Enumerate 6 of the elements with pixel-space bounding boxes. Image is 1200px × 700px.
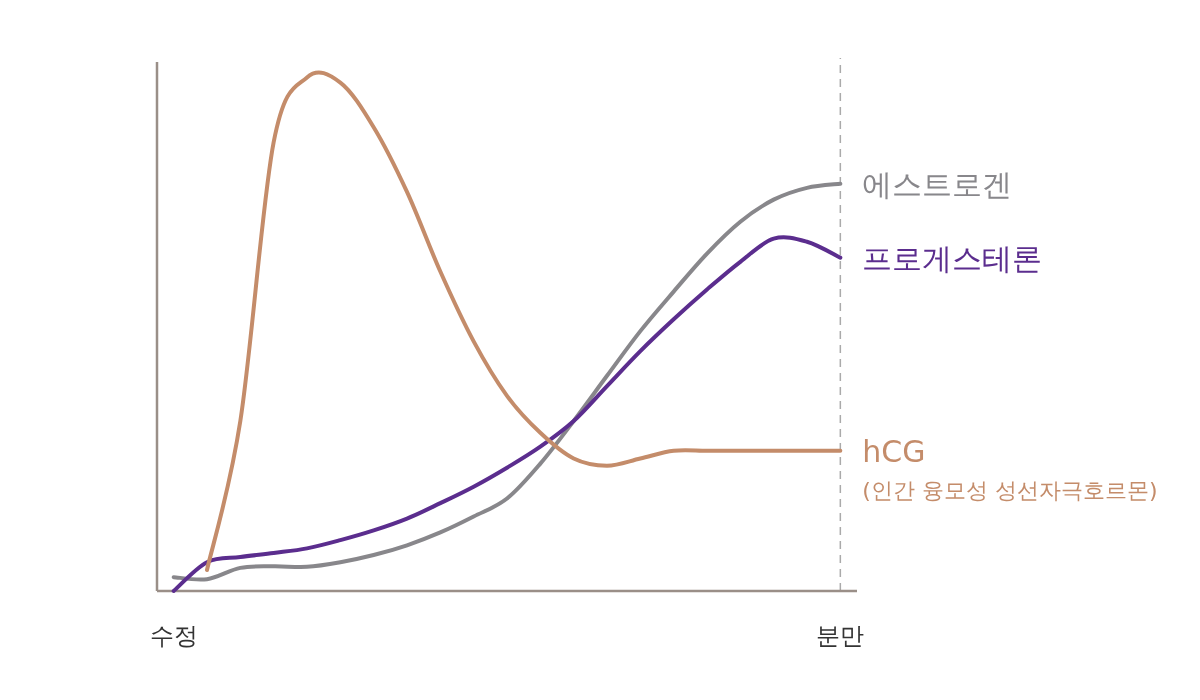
series-label: 프로게스테론 — [862, 240, 1043, 276]
series-label: hCG — [862, 433, 926, 469]
x-tick-label: 분만 — [816, 622, 865, 650]
text: (인간 융모성 성선자극호르몬) — [862, 477, 1158, 503]
x-tick-label: 수정 — [149, 622, 198, 650]
series-label: 에스트로겐 — [862, 166, 1013, 202]
